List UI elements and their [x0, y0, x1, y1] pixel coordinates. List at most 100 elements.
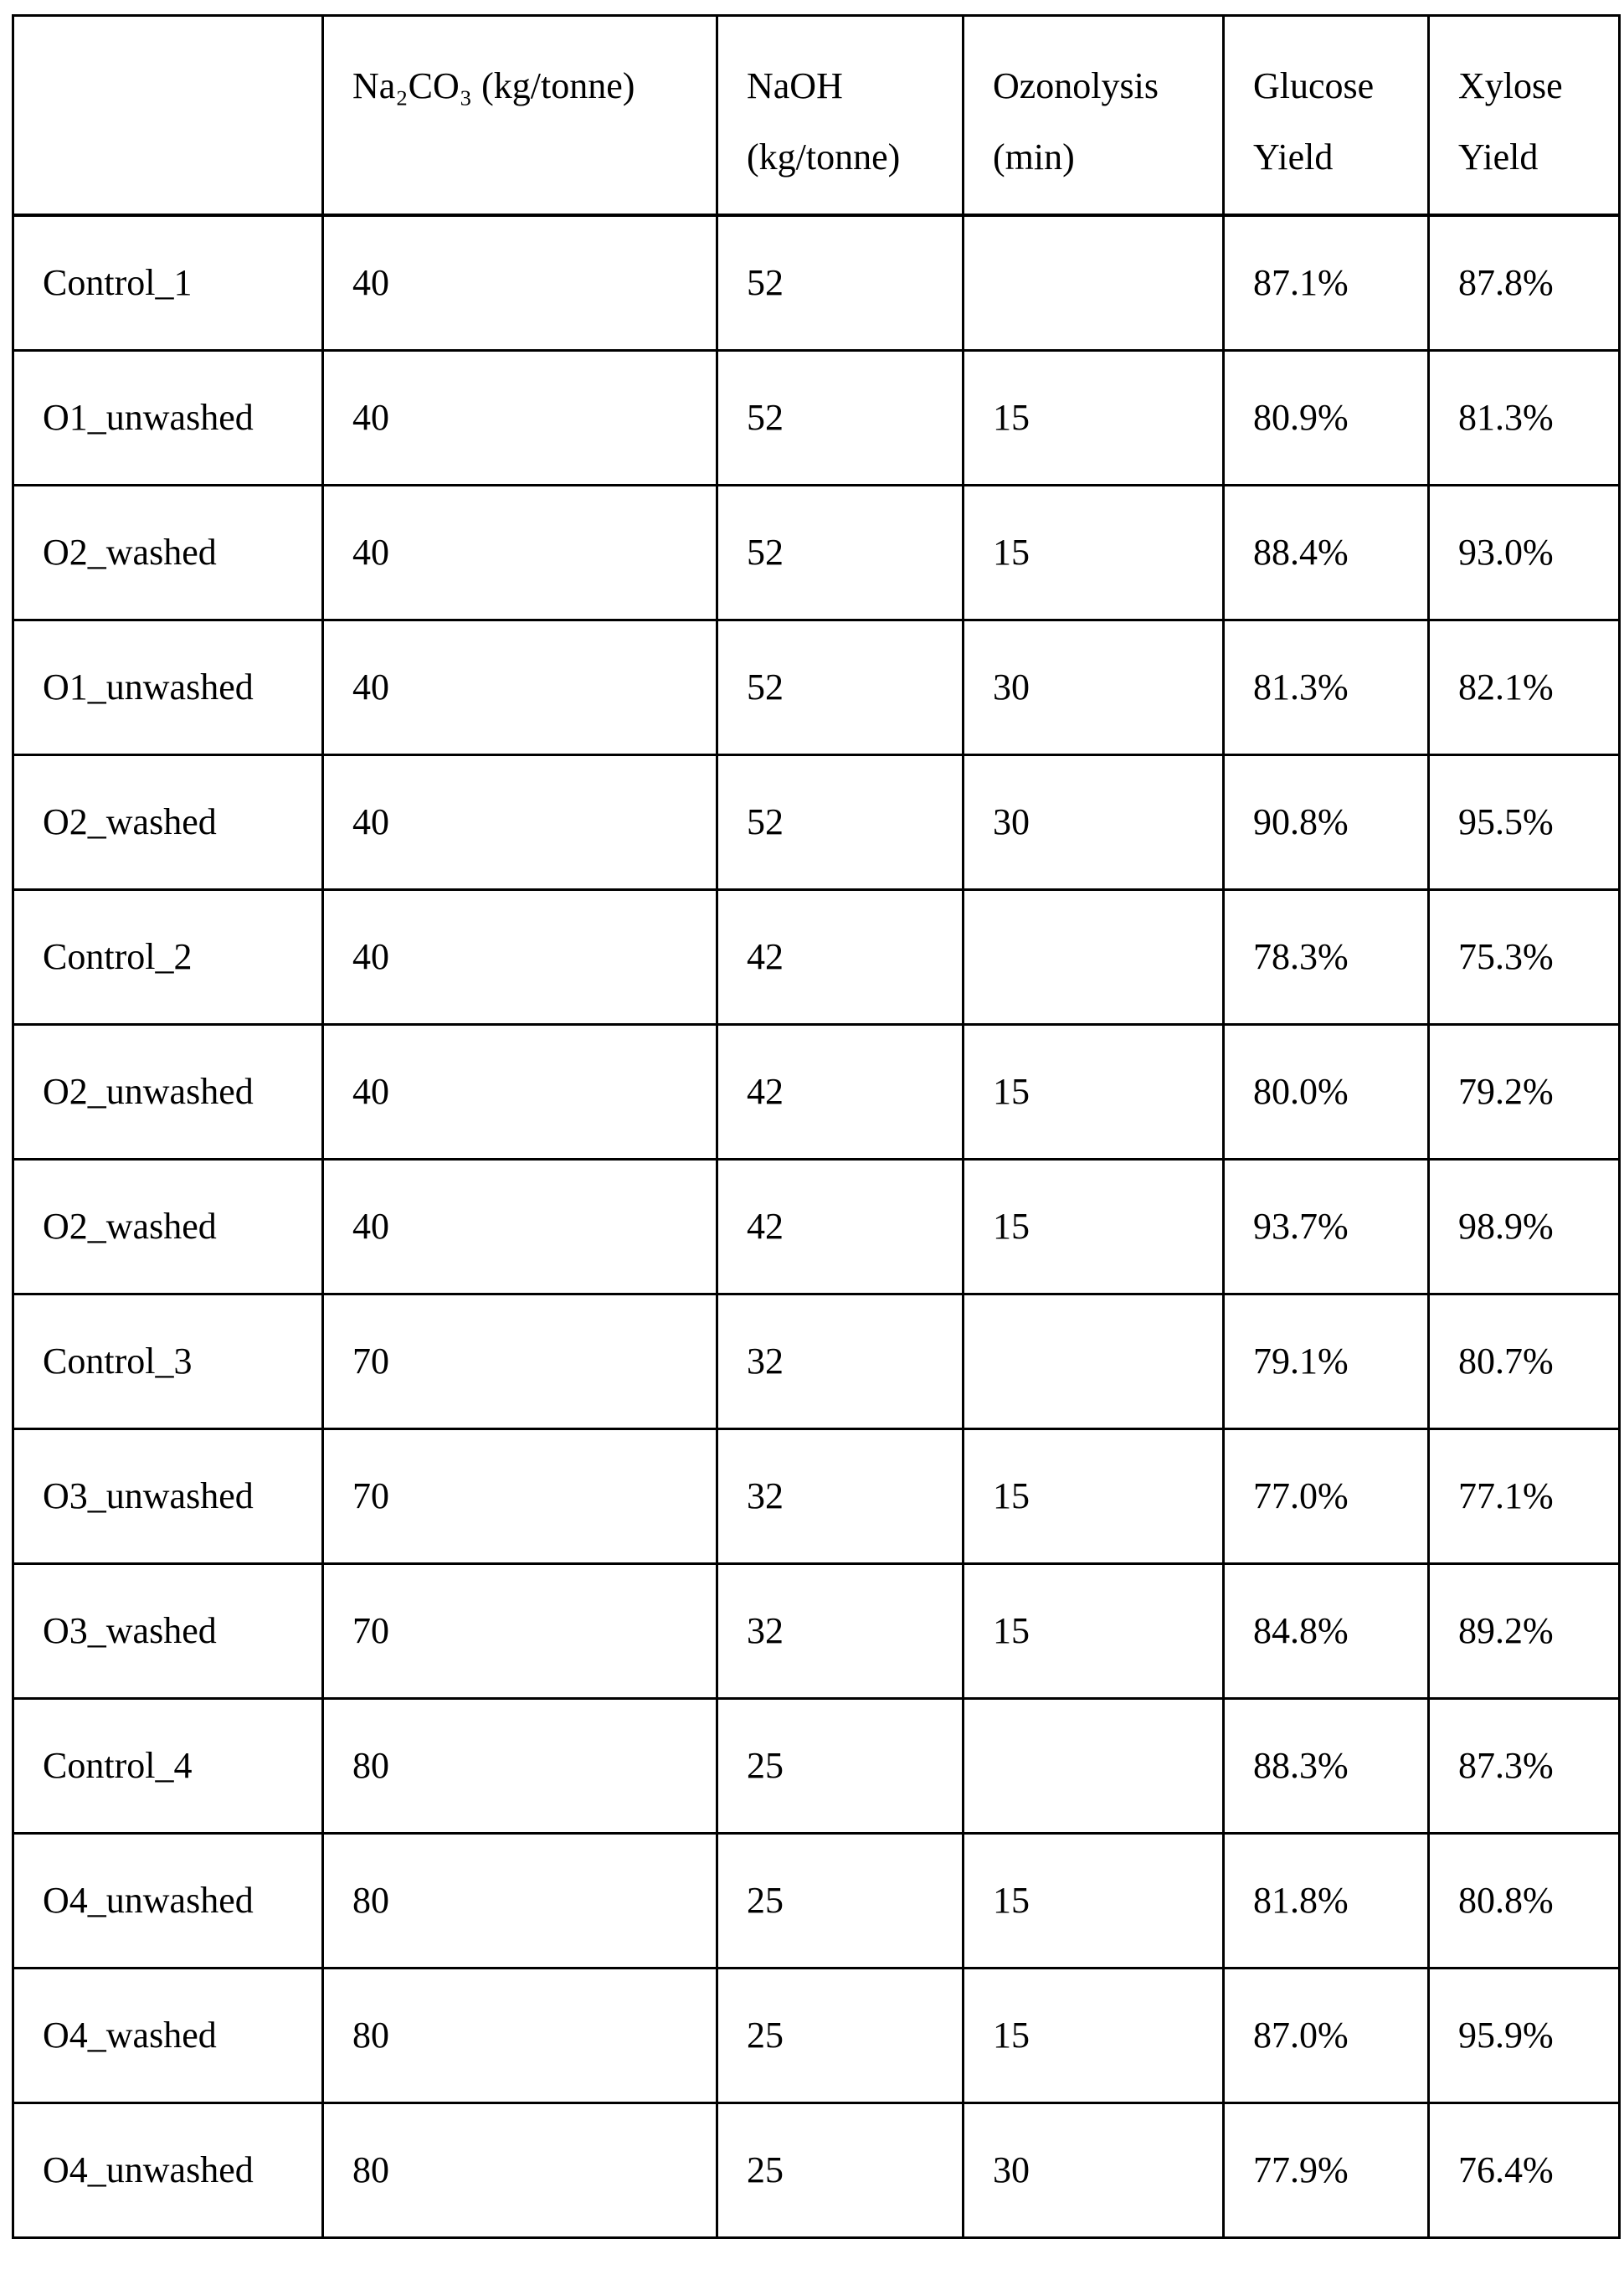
table-row: Control_4802588.3%87.3%	[13, 1698, 1620, 1833]
glucose-yield-cell: 81.3%	[1224, 620, 1429, 754]
xylose-yield-cell: 76.4%	[1429, 2102, 1620, 2237]
naoh-cell: 32	[717, 1563, 964, 1698]
sample-cell: O4_washed	[13, 1968, 323, 2102]
naoh-cell: 52	[717, 620, 964, 754]
table-row: Control_3703279.1%80.7%	[13, 1294, 1620, 1428]
na2co3-cell: 80	[323, 1698, 717, 1833]
na2co3-cell: 80	[323, 1968, 717, 2102]
na2co3-cell: 40	[323, 889, 717, 1024]
ozonolysis-cell	[964, 215, 1224, 351]
glucose-yield-cell: 90.8%	[1224, 754, 1429, 889]
xylose-yield-cell: 75.3%	[1429, 889, 1620, 1024]
glucose-yield-cell: 81.8%	[1224, 1833, 1429, 1968]
table-row: O2_unwashed40421580.0%79.2%	[13, 1024, 1620, 1159]
xylose-yield-cell: 80.7%	[1429, 1294, 1620, 1428]
glucose-yield-cell: 77.9%	[1224, 2102, 1429, 2237]
table-row: O2_washed40523090.8%95.5%	[13, 754, 1620, 889]
table-row: O4_unwashed80253077.9%76.4%	[13, 2102, 1620, 2237]
na2co3-cell: 70	[323, 1428, 717, 1563]
ozonolysis-cell	[964, 889, 1224, 1024]
xylose-yield-cell: 80.8%	[1429, 1833, 1620, 1968]
sample-cell: O2_washed	[13, 754, 323, 889]
xylose-yield-cell: 87.8%	[1429, 215, 1620, 351]
table-row: O1_unwashed40523081.3%82.1%	[13, 620, 1620, 754]
glucose-yield-cell: 88.4%	[1224, 485, 1429, 620]
ozonolysis-cell: 15	[964, 1563, 1224, 1698]
glucose-yield-cell: 79.1%	[1224, 1294, 1429, 1428]
glucose-yield-cell: 93.7%	[1224, 1159, 1429, 1294]
glucose-yield-cell: 87.0%	[1224, 1968, 1429, 2102]
na2co3-cell: 40	[323, 1024, 717, 1159]
ozonolysis-cell: 30	[964, 2102, 1224, 2237]
results-table: Na₂CO₃ (kg/tonne) NaOH (kg/tonne) Ozonol…	[12, 14, 1621, 2239]
xylose-yield-cell: 98.9%	[1429, 1159, 1620, 1294]
ozonolysis-cell: 30	[964, 620, 1224, 754]
sample-cell: O2_unwashed	[13, 1024, 323, 1159]
naoh-cell: 25	[717, 2102, 964, 2237]
xylose-yield-cell: 81.3%	[1429, 350, 1620, 485]
ozonolysis-cell: 15	[964, 350, 1224, 485]
glucose-yield-cell: 78.3%	[1224, 889, 1429, 1024]
glucose-yield-cell: 84.8%	[1224, 1563, 1429, 1698]
naoh-cell: 52	[717, 754, 964, 889]
table-row: O2_washed40421593.7%98.9%	[13, 1159, 1620, 1294]
header-xylose-yield: Xylose Yield	[1429, 16, 1620, 215]
naoh-cell: 52	[717, 350, 964, 485]
xylose-yield-cell: 87.3%	[1429, 1698, 1620, 1833]
table-row: O4_unwashed80251581.8%80.8%	[13, 1833, 1620, 1968]
glucose-yield-cell: 87.1%	[1224, 215, 1429, 351]
xylose-yield-cell: 89.2%	[1429, 1563, 1620, 1698]
sample-cell: O4_unwashed	[13, 2102, 323, 2237]
table-row: O2_washed40521588.4%93.0%	[13, 485, 1620, 620]
xylose-yield-cell: 95.9%	[1429, 1968, 1620, 2102]
ozonolysis-cell: 15	[964, 1428, 1224, 1563]
sample-cell: Control_2	[13, 889, 323, 1024]
naoh-cell: 32	[717, 1428, 964, 1563]
xylose-yield-cell: 79.2%	[1429, 1024, 1620, 1159]
sample-cell: Control_3	[13, 1294, 323, 1428]
naoh-cell: 42	[717, 889, 964, 1024]
glucose-yield-cell: 80.9%	[1224, 350, 1429, 485]
na2co3-cell: 80	[323, 1833, 717, 1968]
xylose-yield-cell: 95.5%	[1429, 754, 1620, 889]
naoh-cell: 52	[717, 215, 964, 351]
xylose-yield-cell: 77.1%	[1429, 1428, 1620, 1563]
na2co3-cell: 40	[323, 350, 717, 485]
table-row: Control_14052 87.1%87.8%	[13, 215, 1620, 351]
ozonolysis-cell: 15	[964, 1159, 1224, 1294]
naoh-cell: 42	[717, 1159, 964, 1294]
naoh-cell: 25	[717, 1968, 964, 2102]
sample-cell: O4_unwashed	[13, 1833, 323, 1968]
ozonolysis-cell: 15	[964, 1024, 1224, 1159]
naoh-cell: 52	[717, 485, 964, 620]
table-row: O3_washed70321584.8%89.2%	[13, 1563, 1620, 1698]
na2co3-cell: 40	[323, 215, 717, 351]
table-row: Control_24042 78.3%75.3%	[13, 889, 1620, 1024]
ozonolysis-cell: 15	[964, 1968, 1224, 2102]
table-row: O1_unwashed40521580.9%81.3%	[13, 350, 1620, 485]
ozonolysis-cell	[964, 1294, 1224, 1428]
header-naoh: NaOH (kg/tonne)	[717, 16, 964, 215]
header-glucose-yield: Glucose Yield	[1224, 16, 1429, 215]
sample-cell: O2_washed	[13, 1159, 323, 1294]
xylose-yield-cell: 82.1%	[1429, 620, 1620, 754]
sample-cell: O3_washed	[13, 1563, 323, 1698]
table-row: O4_washed80251587.0%95.9%	[13, 1968, 1620, 2102]
na2co3-cell: 40	[323, 754, 717, 889]
na2co3-cell: 40	[323, 620, 717, 754]
xylose-yield-cell: 93.0%	[1429, 485, 1620, 620]
sample-cell: O3_unwashed	[13, 1428, 323, 1563]
ozonolysis-cell: 30	[964, 754, 1224, 889]
na2co3-cell: 40	[323, 485, 717, 620]
sample-cell: Control_4	[13, 1698, 323, 1833]
sample-cell: Control_1	[13, 215, 323, 351]
table-row: O3_unwashed70321577.0%77.1%	[13, 1428, 1620, 1563]
na2co3-cell: 70	[323, 1294, 717, 1428]
ozonolysis-cell	[964, 1698, 1224, 1833]
glucose-yield-cell: 80.0%	[1224, 1024, 1429, 1159]
sample-cell: O1_unwashed	[13, 350, 323, 485]
naoh-cell: 25	[717, 1698, 964, 1833]
glucose-yield-cell: 77.0%	[1224, 1428, 1429, 1563]
na2co3-cell: 40	[323, 1159, 717, 1294]
sample-cell: O2_washed	[13, 485, 323, 620]
